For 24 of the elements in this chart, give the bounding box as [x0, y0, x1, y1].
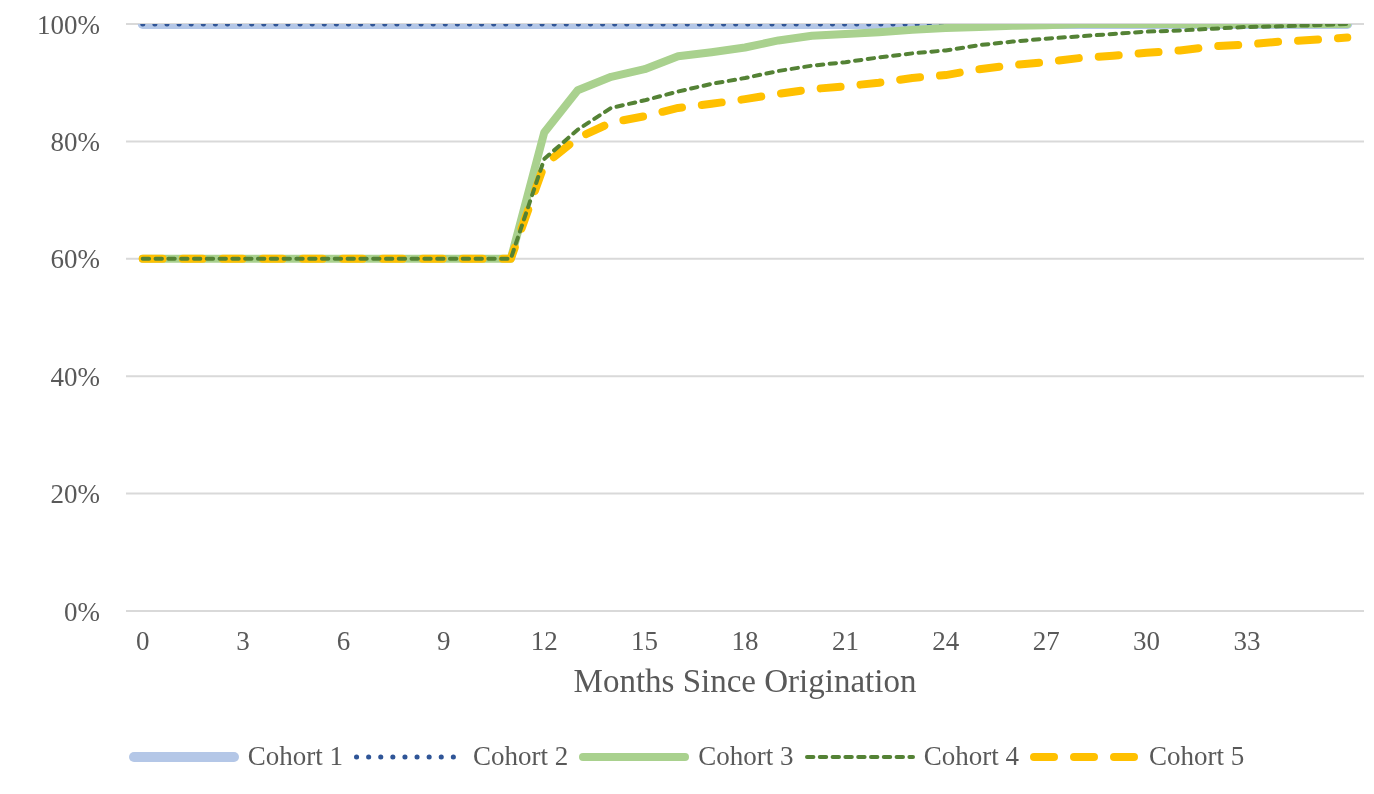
x-tick-label: 15 — [631, 626, 659, 657]
legend-label: Cohort 1 — [247, 741, 344, 772]
x-tick-label: 0 — [135, 626, 150, 657]
x-tick-label: 30 — [1133, 626, 1161, 657]
x-tick-label: 27 — [1032, 626, 1060, 657]
x-axis-title: Months Since Origination — [573, 663, 917, 700]
x-tick-label: 21 — [831, 626, 859, 657]
x-tick-label: 3 — [236, 626, 250, 657]
x-tick-label: 6 — [336, 626, 351, 657]
y-tick-label: 100% — [37, 9, 100, 40]
legend-label: Cohort 3 — [698, 741, 794, 772]
x-tick-label: 33 — [1233, 626, 1261, 657]
legend-label: Cohort 5 — [1148, 741, 1245, 772]
y-tick-label: 0% — [64, 596, 100, 627]
legend-label: Cohort 2 — [473, 741, 569, 772]
y-tick-label: 20% — [50, 479, 100, 510]
legend-label: Cohort 4 — [923, 741, 1019, 772]
x-tick-label: 12 — [530, 626, 558, 657]
x-tick-label: 18 — [731, 626, 759, 657]
x-tick-label: 24 — [932, 626, 960, 657]
y-tick-label: 40% — [50, 361, 100, 392]
y-tick-label: 60% — [50, 244, 100, 275]
y-tick-label: 80% — [50, 126, 100, 157]
x-tick-label: 9 — [437, 626, 451, 657]
